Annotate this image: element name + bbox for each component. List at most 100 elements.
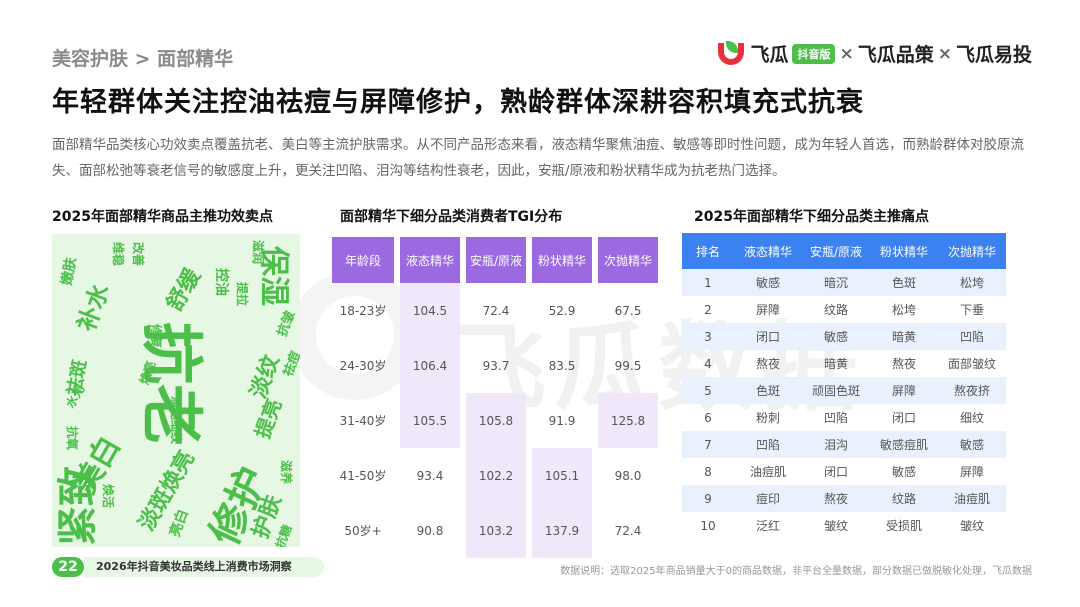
pain-cell: 暗黄 — [870, 323, 938, 350]
pain-cell: 5 — [682, 377, 734, 404]
tgi-cell: 41-50岁 — [339, 469, 387, 483]
tgi-header: 粉状精华 — [532, 237, 592, 283]
pain-table: 排名 液态精华 安瓶/原液 粉状精华 次抛精华 1 敏感 暗沉 色斑 松垮 2 屏障 纹路松… — [682, 233, 1006, 539]
cloud-word: 修复 — [149, 324, 163, 349]
table-row: 1 敏感 暗沉 色斑 松垮 — [682, 269, 1006, 296]
tgi-cell: 52.9 — [548, 303, 576, 318]
cloud-word: 亮白 — [167, 507, 192, 540]
cloud-word: 舒缓 — [162, 264, 206, 316]
pain-header: 粉状精华 — [870, 233, 938, 269]
pain-cell: 顽固色斑 — [802, 377, 870, 404]
tgi-table: 年龄段 液态精华 安瓶/原液 粉状精华 次抛精华 18-23岁 104.5 72… — [332, 237, 658, 558]
pain-cell: 纹路 — [870, 485, 938, 512]
pain-header: 安瓶/原液 — [802, 233, 870, 269]
page-number: 22 — [52, 557, 84, 577]
tgi-cell: 50岁+ — [344, 524, 382, 538]
pain-cell: 屏障 — [959, 465, 984, 479]
data-note: 数据说明：选取2025年商品销量大于0的商品数据，非平台全量数据，部分数据已做脱… — [560, 566, 1032, 577]
cloud-word: 祛痘 — [281, 349, 300, 379]
table-row: 6 粉刺 凹陷 闭口 细纹 — [682, 404, 1006, 431]
pain-cell: 皱纹 — [959, 519, 984, 533]
pain-cell: 1 — [682, 269, 734, 296]
tgi-cell: 106.4 — [400, 338, 460, 393]
table-row: 31-40岁 105.5 105.8 91.9 125.8 — [332, 393, 658, 448]
pain-cell: 熬夜 — [755, 357, 780, 371]
brand-name-yitou: 飞瓜易投 — [955, 44, 1032, 66]
cloud-word: 滋养 — [279, 460, 293, 485]
report-title: 2026年抖音美妆品类线上消费市场洞察 — [84, 557, 324, 577]
table-row: 24-30岁 106.4 93.7 83.5 99.5 — [332, 338, 658, 393]
tgi-cell: 105.5 — [400, 393, 460, 448]
cloud-word: 改善 — [131, 242, 145, 267]
cloud-word: 抗皱 — [275, 309, 299, 339]
pain-cell: 10 — [700, 518, 716, 533]
tgi-cell: 105.8 — [466, 393, 526, 448]
tgi-cell: 137.9 — [532, 503, 592, 558]
pain-cell: 泪沟 — [802, 431, 870, 458]
cloud-word: 维稳 — [111, 242, 125, 267]
pain-header-row: 排名 液态精华 安瓶/原液 粉状精华 次抛精华 — [682, 233, 1006, 269]
wordcloud-title: 2025年面部精华商品主推功效卖点 — [52, 209, 273, 225]
tgi-cell: 91.9 — [548, 413, 576, 428]
pain-cell: 暗沉 — [802, 269, 870, 296]
page-headline: 年轻群体关注控油祛痘与屏障修护，熟龄群体深耕容积填充式抗衰 — [52, 87, 864, 118]
pain-cell: 色斑 — [870, 269, 938, 296]
pain-cell: 敏感 — [938, 431, 1006, 458]
cloud-word: 补水 — [72, 280, 115, 335]
tgi-cell: 72.4 — [482, 303, 510, 318]
pain-header: 液态精华 — [734, 233, 802, 269]
pain-cell: 粉刺 — [755, 411, 780, 425]
tgi-header: 年龄段 — [332, 237, 394, 283]
table-row: 3 闭口 敏感 暗黄 凹陷 — [682, 323, 1006, 350]
pain-cell: 凹陷 — [938, 323, 1006, 350]
table-row: 4 熬夜 暗黄 熬夜 面部皱纹 — [682, 350, 1006, 377]
pain-title: 2025年面部精华下细分品类主推痛点 — [694, 209, 929, 225]
cloud-word: 淡纹 — [246, 351, 285, 402]
cloud-word: 提拉 — [235, 282, 249, 307]
pain-cell: 熬夜 — [891, 357, 916, 371]
pain-cell: 2 — [704, 302, 712, 317]
tgi-cell: 103.2 — [466, 503, 526, 558]
pain-cell: 凹陷 — [734, 431, 802, 458]
tgi-cell: 93.4 — [416, 468, 444, 483]
pain-cell: 细纹 — [959, 411, 984, 425]
pain-cell: 受损肌 — [885, 519, 922, 533]
pain-cell: 屏障 — [755, 303, 780, 317]
tgi-cell: 93.7 — [482, 358, 510, 373]
tgi-cell: 125.8 — [598, 393, 658, 448]
pain-cell: 纹路 — [823, 303, 848, 317]
pain-header: 次抛精华 — [938, 233, 1006, 269]
tgi-title: 面部精华下细分品类消费者TGI分布 — [340, 209, 563, 225]
pain-cell: 4 — [704, 356, 712, 371]
pain-cell: 熬夜挤 — [938, 377, 1006, 404]
tgi-cell: 90.8 — [416, 523, 444, 538]
pain-cell: 痘印 — [734, 485, 802, 512]
pain-cell: 色斑 — [734, 377, 802, 404]
pain-cell: 闭口 — [891, 411, 916, 425]
tgi-cell: 102.2 — [466, 448, 526, 503]
table-row: 2 屏障 纹路 松垮 下垂 — [682, 296, 1006, 323]
cloud-word: 抗氧 — [65, 426, 79, 451]
tgi-header-row: 年龄段 液态精华 安瓶/原液 粉状精华 次抛精华 — [332, 237, 658, 283]
table-row: 50岁+ 90.8 103.2 137.9 72.4 — [332, 503, 658, 558]
table-row: 10 泛红 皱纹 受损肌 皱纹 — [682, 512, 1006, 539]
pain-cell: 敏感 — [734, 269, 802, 296]
pain-cell: 闭口 — [734, 323, 802, 350]
brand-name-feigua: 飞瓜 — [750, 44, 789, 66]
pain-cell: 6 — [704, 410, 712, 425]
brand-logos: 飞瓜 抖音版 × 飞瓜品策 × 飞瓜易投 — [716, 40, 1032, 67]
tgi-cell: 67.5 — [614, 303, 642, 318]
cloud-word: 淡斑焕亮 — [134, 446, 200, 536]
pain-cell: 松垮 — [891, 303, 916, 317]
pain-cell: 暗黄 — [823, 357, 848, 371]
feigua-logo-icon — [716, 40, 746, 67]
pain-cell: 凹陷 — [823, 411, 848, 425]
pain-cell: 8 — [704, 464, 712, 479]
pain-header: 排名 — [682, 233, 734, 269]
brand-name-pince: 飞瓜品策 — [857, 44, 934, 66]
cloud-word: 滋润 — [251, 240, 265, 265]
pain-cell: 油痘肌 — [749, 465, 786, 479]
tgi-cell: 105.1 — [532, 448, 592, 503]
tgi-cell: 18-23岁 — [339, 304, 387, 318]
pain-cell: 油痘肌 — [938, 485, 1006, 512]
